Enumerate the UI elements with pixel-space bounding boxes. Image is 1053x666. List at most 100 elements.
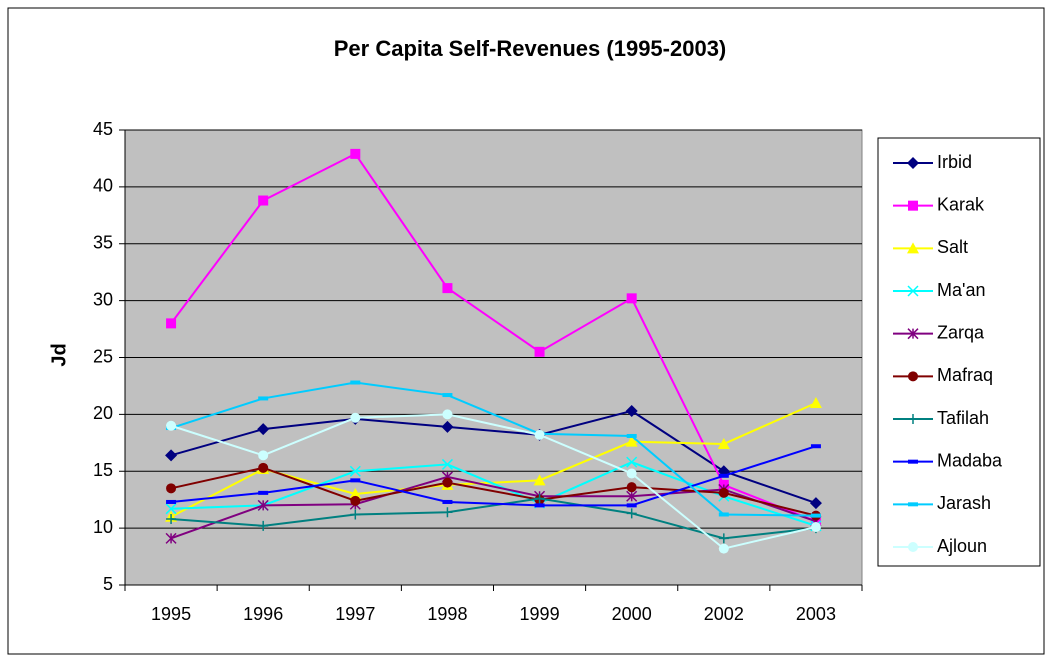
marker — [442, 507, 453, 518]
x-tick-label: 2002 — [704, 604, 744, 624]
marker — [165, 532, 177, 544]
marker — [809, 497, 822, 510]
marker — [349, 488, 362, 499]
marker — [908, 371, 918, 382]
y-tick-label: 25 — [93, 346, 113, 366]
legend-label: Ma'an — [937, 280, 985, 300]
marker — [258, 490, 269, 495]
marker — [626, 508, 637, 519]
marker — [257, 499, 269, 511]
marker — [625, 404, 638, 417]
legend-label: Tafilah — [937, 408, 989, 428]
marker — [908, 459, 918, 464]
marker — [441, 458, 453, 470]
marker — [534, 346, 545, 357]
marker — [350, 148, 361, 159]
marker — [258, 462, 269, 473]
marker — [534, 503, 545, 508]
marker — [810, 513, 821, 518]
marker — [907, 328, 919, 340]
series-line — [170, 409, 817, 505]
series-line — [170, 475, 817, 540]
marker — [718, 543, 729, 554]
marker — [442, 499, 453, 504]
marker — [442, 283, 453, 294]
marker — [165, 503, 177, 515]
x-tick-label: 1998 — [427, 604, 467, 624]
series-line — [170, 497, 817, 540]
y-tick-label: 45 — [93, 119, 113, 139]
marker — [626, 468, 637, 479]
marker — [166, 514, 177, 525]
marker — [350, 478, 361, 483]
marker — [626, 433, 637, 438]
legend-label: Karak — [937, 194, 985, 214]
x-tick-label: 1996 — [243, 604, 283, 624]
marker — [907, 242, 919, 254]
marker — [166, 483, 177, 494]
marker — [907, 157, 919, 169]
marker — [718, 473, 729, 478]
marker — [258, 195, 269, 206]
x-tick-label: 1995 — [151, 604, 191, 624]
marker — [908, 414, 918, 424]
series-line — [170, 152, 817, 523]
y-tick-label: 15 — [93, 460, 113, 480]
legend-label: Irbid — [937, 152, 972, 172]
marker — [810, 444, 821, 449]
marker — [166, 420, 177, 431]
series-line — [170, 413, 817, 550]
series-line — [170, 466, 817, 517]
x-tick-label: 1999 — [520, 604, 560, 624]
marker — [908, 542, 918, 552]
legend-box — [877, 137, 1041, 567]
y-axis-label: Jd — [48, 343, 70, 366]
marker — [908, 502, 918, 507]
marker — [534, 429, 545, 440]
marker — [349, 465, 361, 477]
marker — [718, 512, 729, 517]
x-tick-label: 2000 — [612, 604, 652, 624]
marker — [626, 456, 638, 468]
marker — [258, 450, 269, 461]
marker — [350, 380, 361, 385]
marker — [442, 393, 453, 398]
marker — [166, 318, 177, 329]
marker — [258, 520, 269, 531]
marker — [718, 533, 729, 544]
y-tick-label: 30 — [93, 289, 113, 309]
legend-label: Madaba — [937, 450, 1003, 470]
marker — [257, 423, 270, 436]
y-tick-label: 20 — [93, 403, 113, 423]
marker — [533, 474, 546, 486]
legend: Irbid Karak Salt Ma'an Zarqa Mafraq Tafilah Mad… — [877, 137, 1041, 567]
marker — [809, 397, 822, 408]
legend-label: Mafraq — [937, 365, 993, 385]
marker — [717, 437, 730, 449]
marker — [442, 409, 453, 420]
y-tick-label: 5 — [103, 574, 113, 594]
y-tick-label: 40 — [93, 176, 113, 196]
marker — [718, 487, 729, 498]
x-tick-label: 2003 — [796, 604, 836, 624]
legend-label: Zarqa — [937, 322, 985, 342]
legend-label: Salt — [937, 237, 968, 257]
series-line — [170, 381, 816, 517]
marker — [350, 412, 361, 423]
legend-label: Ajloun — [937, 536, 987, 556]
marker — [350, 495, 361, 506]
marker — [441, 420, 454, 433]
marker — [625, 435, 638, 447]
marker — [350, 509, 361, 520]
marker — [907, 285, 919, 297]
marker — [626, 490, 638, 502]
legend-label: Jarash — [937, 493, 991, 513]
marker — [442, 477, 453, 488]
marker — [165, 449, 178, 462]
marker — [626, 293, 637, 304]
chart-title: Per Capita Self-Revenues (1995-2003) — [334, 36, 727, 61]
marker — [166, 499, 177, 504]
marker — [626, 482, 637, 493]
y-tick-label: 10 — [93, 517, 113, 537]
